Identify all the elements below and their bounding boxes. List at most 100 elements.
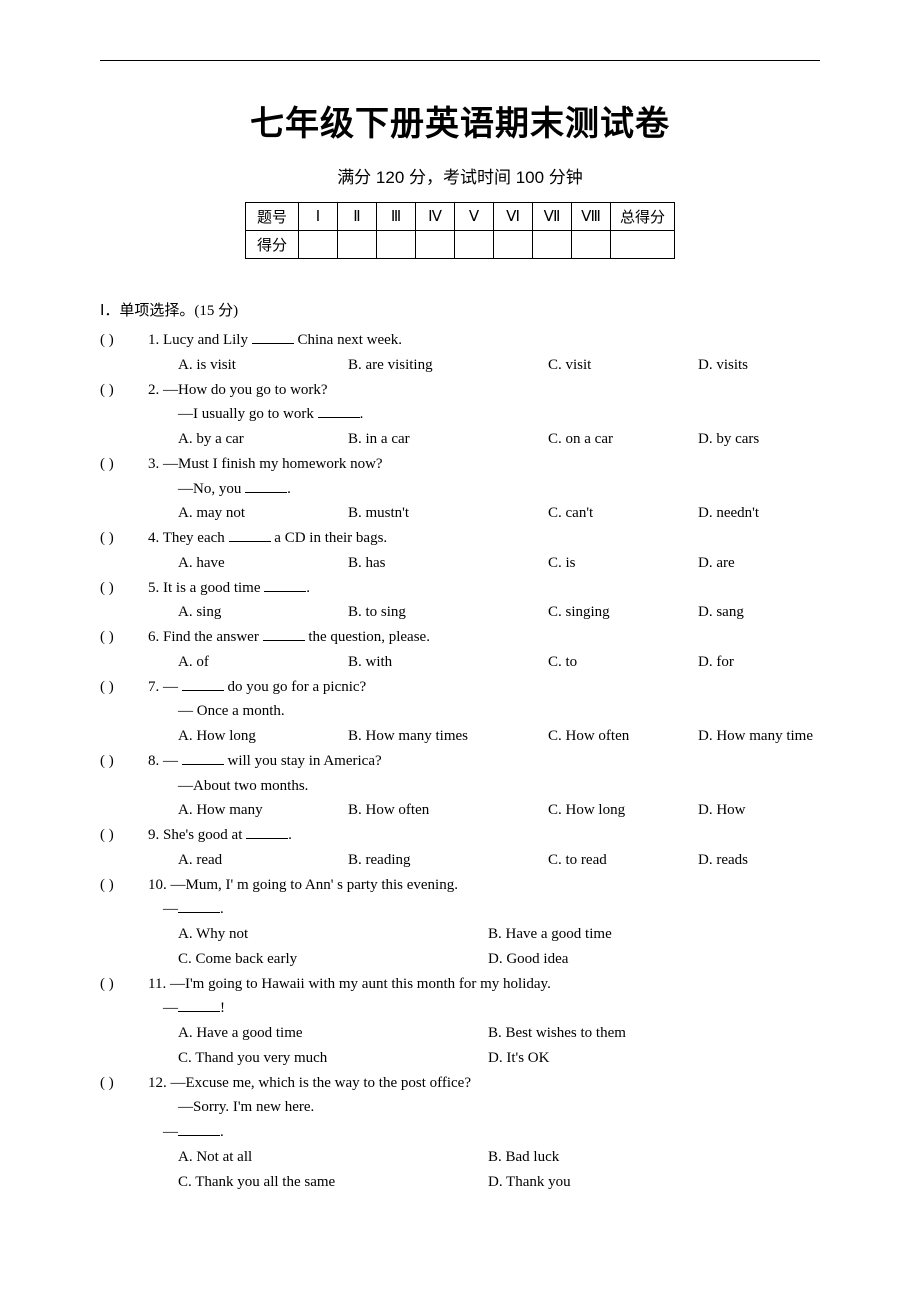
answer-blank: ( ) xyxy=(100,526,148,576)
question-4: ( ) 4. They each a CD in their bags. A. … xyxy=(100,526,820,576)
th-col: Ⅰ xyxy=(298,203,337,231)
exam-subtitle: 满分 120 分，考试时间 100 分钟 xyxy=(100,163,820,188)
choice-d: D. How xyxy=(698,798,746,823)
q-text: will you stay in America? xyxy=(224,753,382,769)
q-text: —I'm going to Hawaii with my aunt this m… xyxy=(170,976,551,992)
answer-blank: ( ) xyxy=(100,972,148,1071)
section-title: Ⅰ．单项选择。(15 分) xyxy=(100,299,820,320)
choice-a: A. is visit xyxy=(178,353,348,378)
choice-c: C. on a car xyxy=(548,427,698,452)
choice-c: C. to xyxy=(548,650,698,675)
q-num: 6. xyxy=(148,629,163,645)
q-text: . xyxy=(288,827,292,843)
q-text: — xyxy=(163,679,182,695)
fill-blank xyxy=(229,528,271,543)
q-text: — Once a month. xyxy=(178,703,285,719)
answer-blank: ( ) xyxy=(100,378,148,452)
q-num: 2. xyxy=(148,382,163,398)
q-text: China next week. xyxy=(294,332,402,348)
top-divider xyxy=(100,60,820,61)
choice-d: D. It's OK xyxy=(488,1046,549,1071)
choice-a: A. Have a good time xyxy=(178,1021,488,1046)
choice-a: A. Why not xyxy=(178,922,488,947)
question-3: ( ) 3. —Must I finish my homework now? —… xyxy=(100,452,820,526)
th-label: 题号 xyxy=(245,203,298,231)
answer-blank: ( ) xyxy=(100,823,148,873)
choice-b: B. How many times xyxy=(348,724,548,749)
exam-title: 七年级下册英语期末测试卷 xyxy=(100,96,820,145)
q-text: — xyxy=(163,1000,178,1016)
q-text: — xyxy=(163,753,182,769)
choice-b: B. to sing xyxy=(348,600,548,625)
td-cell xyxy=(571,231,610,259)
q-text: . xyxy=(306,580,310,596)
fill-blank xyxy=(178,1122,220,1137)
fill-blank xyxy=(178,899,220,914)
q-text: do you go for a picnic? xyxy=(224,679,366,695)
q-text: —Sorry. I'm new here. xyxy=(178,1099,314,1115)
th-col: Ⅱ xyxy=(337,203,376,231)
choice-b: B. How often xyxy=(348,798,548,823)
q-num: 8. xyxy=(148,753,163,769)
q-text: —Excuse me, which is the way to the post… xyxy=(171,1075,471,1091)
choice-a: A. How many xyxy=(178,798,348,823)
score-table: 题号 Ⅰ Ⅱ Ⅲ Ⅳ Ⅴ Ⅵ Ⅶ Ⅷ 总得分 得分 xyxy=(245,202,675,259)
q-text: Lucy and Lily xyxy=(163,332,252,348)
choice-c: C. Thand you very much xyxy=(178,1046,488,1071)
question-12: ( ) 12. —Excuse me, which is the way to … xyxy=(100,1071,820,1195)
question-2: ( ) 2. —How do you go to work? —I usuall… xyxy=(100,378,820,452)
question-9: ( ) 9. She's good at . A. read B. readin… xyxy=(100,823,820,873)
answer-blank: ( ) xyxy=(100,452,148,526)
q-text: —Mum, I' m going to Ann' s party this ev… xyxy=(171,877,458,893)
choice-d: D. Thank you xyxy=(488,1170,571,1195)
choice-b: B. reading xyxy=(348,848,548,873)
td-cell xyxy=(376,231,415,259)
choice-c: C. Come back early xyxy=(178,947,488,972)
fill-blank xyxy=(245,478,287,493)
q-text: —Must I finish my homework now? xyxy=(163,456,383,472)
choice-b: B. mustn't xyxy=(348,501,548,526)
choice-d: D. reads xyxy=(698,848,748,873)
td-cell xyxy=(298,231,337,259)
choice-d: D. How many time xyxy=(698,724,813,749)
choice-b: B. has xyxy=(348,551,548,576)
q-text: the question, please. xyxy=(305,629,430,645)
q-text: They each xyxy=(163,530,229,546)
choice-a: A. may not xyxy=(178,501,348,526)
th-col: Ⅷ xyxy=(571,203,610,231)
q-text: . xyxy=(220,901,224,917)
choice-a: A. Not at all xyxy=(178,1145,488,1170)
choice-d: D. visits xyxy=(698,353,748,378)
fill-blank xyxy=(246,825,288,840)
q-text: —About two months. xyxy=(178,778,308,794)
choice-d: D. are xyxy=(698,551,735,576)
choice-b: B. Have a good time xyxy=(488,922,612,947)
answer-blank: ( ) xyxy=(100,675,148,749)
choice-d: D. for xyxy=(698,650,734,675)
answer-blank: ( ) xyxy=(100,576,148,626)
choice-b: B. in a car xyxy=(348,427,548,452)
question-8: ( ) 8. — will you stay in America? —Abou… xyxy=(100,749,820,823)
q-text: —I usually go to work xyxy=(178,406,318,422)
page: 七年级下册英语期末测试卷 满分 120 分，考试时间 100 分钟 题号 Ⅰ Ⅱ… xyxy=(0,0,920,1302)
choice-d: D. needn't xyxy=(698,501,759,526)
table-row: 得分 xyxy=(245,231,674,259)
question-5: ( ) 5. It is a good time . A. sing B. to… xyxy=(100,576,820,626)
fill-blank xyxy=(182,676,224,691)
q-text: Find the answer xyxy=(163,629,263,645)
question-10: ( ) 10. —Mum, I' m going to Ann' s party… xyxy=(100,873,820,972)
q-num: 3. xyxy=(148,456,163,472)
question-6: ( ) 6. Find the answer the question, ple… xyxy=(100,625,820,675)
choice-c: C. is xyxy=(548,551,698,576)
q-text: —No, you xyxy=(178,481,245,497)
th-col: Ⅶ xyxy=(532,203,571,231)
td-cell xyxy=(610,231,674,259)
choice-a: A. of xyxy=(178,650,348,675)
q-text: . xyxy=(360,406,364,422)
th-col: Ⅳ xyxy=(415,203,454,231)
fill-blank xyxy=(252,330,294,345)
choice-c: C. How long xyxy=(548,798,698,823)
th-total: 总得分 xyxy=(610,203,674,231)
choice-c: C. visit xyxy=(548,353,698,378)
td-cell xyxy=(493,231,532,259)
